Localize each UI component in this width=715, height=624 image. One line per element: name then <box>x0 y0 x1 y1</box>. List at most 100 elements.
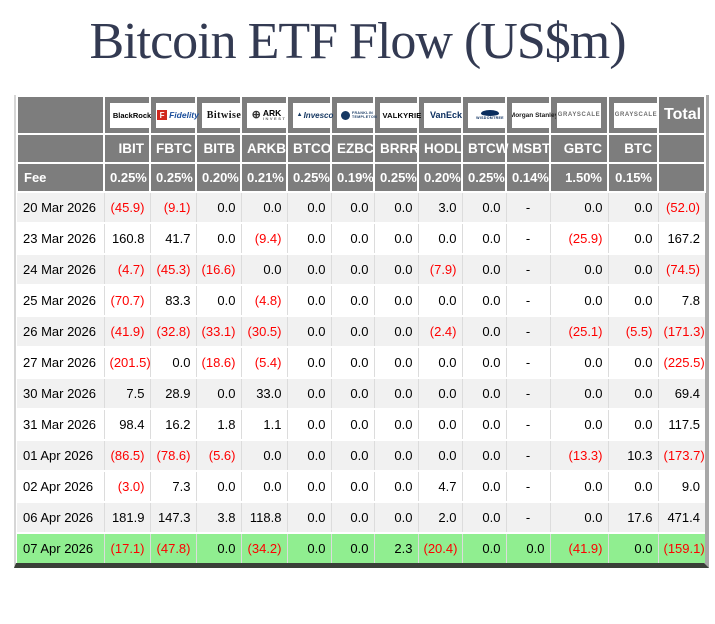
value-cell: 0.0 <box>374 470 419 502</box>
value-cell: 0.0 <box>418 346 463 378</box>
value-cell: - <box>506 377 551 409</box>
wisdomtree-swoosh-icon <box>480 109 499 116</box>
value-cell: 0.0 <box>374 315 419 347</box>
ticker-btc: BTC <box>607 133 659 164</box>
value-cell: 0.0 <box>374 501 419 533</box>
value-cell: 0.0 <box>550 470 609 502</box>
value-cell: 0.0 <box>550 253 609 285</box>
value-cell: 0.0 <box>331 439 375 471</box>
value-cell: 0.0 <box>462 532 507 563</box>
total-cell: 167.2 <box>658 222 705 254</box>
fee-arkb: 0.21% <box>240 162 288 193</box>
value-cell: (9.4) <box>241 222 288 254</box>
ticker-btco: BTCO <box>286 133 332 164</box>
date-cell: 07 Apr 2026 <box>17 532 105 563</box>
value-cell: 160.8 <box>104 222 151 254</box>
value-cell: 0.0 <box>196 222 242 254</box>
value-cell: 0.0 <box>287 439 332 471</box>
value-cell: (5.6) <box>196 439 242 471</box>
value-cell: 0.0 <box>462 315 507 347</box>
value-cell: 0.0 <box>196 191 242 223</box>
ticker-msbt: MSBT <box>505 133 551 164</box>
value-cell: 0.0 <box>287 532 332 563</box>
value-cell: 0.0 <box>418 439 463 471</box>
value-cell: (78.6) <box>150 439 197 471</box>
total-cell: 9.0 <box>658 470 705 502</box>
value-cell: (4.8) <box>241 284 288 316</box>
logo-row: BlackRock F Fidelity Bitwise ⊕ ARK INVEST ▲… <box>16 95 706 135</box>
value-cell: 16.2 <box>150 408 197 440</box>
table-row: 07 Apr 2026 (17.1) (47.8) 0.0 (34.2) 0.0 0.0 2.… <box>17 532 705 563</box>
date-cell: 26 Mar 2026 <box>17 315 105 347</box>
value-cell: (30.5) <box>241 315 288 347</box>
page-title: Bitcoin ETF Flow (US$m) <box>89 13 626 70</box>
value-cell: (41.9) <box>104 315 151 347</box>
value-cell: 7.5 <box>104 377 151 409</box>
total-cell: 7.8 <box>658 284 705 316</box>
value-cell: (7.9) <box>418 253 463 285</box>
value-cell: 0.0 <box>462 191 507 223</box>
total-cell: (159.1) <box>658 532 705 563</box>
value-cell: 0.0 <box>608 284 659 316</box>
value-cell: 41.7 <box>150 222 197 254</box>
etf-flow-table: BlackRock F Fidelity Bitwise ⊕ ARK INVEST ▲… <box>16 95 706 563</box>
value-cell: 0.0 <box>418 222 463 254</box>
value-cell: 1.8 <box>196 408 242 440</box>
corner-cell <box>16 95 105 135</box>
value-cell: 28.9 <box>150 377 197 409</box>
fee-hodl: 0.20% <box>417 162 463 193</box>
total-cell: (225.5) <box>658 346 705 378</box>
value-cell: - <box>506 346 551 378</box>
value-cell: 0.0 <box>196 284 242 316</box>
value-cell: 0.0 <box>608 191 659 223</box>
value-cell: 0.0 <box>462 284 507 316</box>
total-cell: (74.5) <box>658 253 705 285</box>
ticker-btcw: BTCW <box>461 133 509 164</box>
value-cell: 0.0 <box>374 408 419 440</box>
value-cell: 0.0 <box>196 377 242 409</box>
total-cell: (173.7) <box>658 439 705 471</box>
total-header: Total <box>657 95 706 135</box>
date-cell: 06 Apr 2026 <box>17 501 105 533</box>
value-cell: 0.0 <box>550 377 609 409</box>
blackrock-logo: BlackRock <box>110 102 154 128</box>
value-cell: 0.0 <box>462 222 507 254</box>
ticker-ezbc: EZBC <box>330 133 375 164</box>
value-cell: 0.0 <box>287 253 332 285</box>
value-cell: 0.0 <box>608 377 659 409</box>
value-cell: 7.3 <box>150 470 197 502</box>
value-cell: - <box>506 315 551 347</box>
value-cell: - <box>506 284 551 316</box>
value-cell: (33.1) <box>196 315 242 347</box>
value-cell: 0.0 <box>374 191 419 223</box>
value-cell: 0.0 <box>331 222 375 254</box>
ticker-gbtc: GBTC <box>549 133 609 164</box>
date-cell: 27 Mar 2026 <box>17 346 105 378</box>
value-cell: - <box>506 501 551 533</box>
wisdomtree-logo: WISDOMTREE <box>468 102 512 128</box>
value-cell: (86.5) <box>104 439 151 471</box>
value-cell: 0.0 <box>550 408 609 440</box>
date-cell: 20 Mar 2026 <box>17 191 105 223</box>
value-cell: 0.0 <box>331 501 375 533</box>
value-cell: 0.0 <box>331 532 375 563</box>
value-cell: - <box>506 470 551 502</box>
value-cell: 0.0 <box>374 377 419 409</box>
value-cell: 3.8 <box>196 501 242 533</box>
value-cell: 0.0 <box>608 253 659 285</box>
value-cell: 0.0 <box>374 222 419 254</box>
value-cell: - <box>506 439 551 471</box>
ticker-bitb: BITB <box>195 133 242 164</box>
table-row: 26 Mar 2026 (41.9) (32.8) (33.1) (30.5) 0.0 0.… <box>17 315 705 347</box>
value-cell: 0.0 <box>550 501 609 533</box>
fee-btco: 0.25% <box>286 162 332 193</box>
value-cell: (17.1) <box>104 532 151 563</box>
table-row: 23 Mar 2026 160.8 41.7 0.0 (9.4) 0.0 0.0 0.0 0.0… <box>17 222 705 254</box>
total-cell: (171.3) <box>658 315 705 347</box>
value-cell: 83.3 <box>150 284 197 316</box>
invesco-triangle-icon: ▲ <box>296 112 303 118</box>
ticker-fbtc: FBTC <box>149 133 197 164</box>
ticker-row-corner <box>16 133 105 164</box>
value-cell: 0.0 <box>331 191 375 223</box>
